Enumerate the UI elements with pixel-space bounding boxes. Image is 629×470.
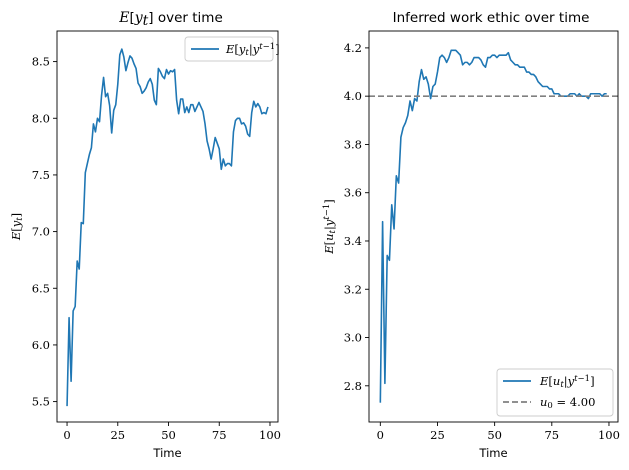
left-legend-label: E[yt|yt−1]	[225, 42, 280, 58]
left-series-layer	[66, 48, 269, 407]
right-y-tick-label: 4.0	[344, 89, 362, 103]
left-y-axis-label: E[yt]	[9, 213, 25, 241]
left-legend-box	[184, 36, 274, 62]
right-y-tick-label: 3.6	[344, 186, 362, 200]
left-x-tick-label: 100	[259, 428, 281, 442]
right-legend: E[ut|yt−1] u0 = 4.00	[496, 368, 614, 417]
left-y-tick-label: 7.5	[32, 168, 50, 182]
right-y-tick-label: 3.0	[344, 331, 362, 345]
right-chart: Inferred work ethic over time 0 25 50 75 100…	[322, 10, 620, 460]
left-x-tick-label: 50	[161, 428, 176, 442]
left-plot-frame	[56, 30, 279, 423]
left-legend: E[yt|yt−1]	[184, 36, 280, 62]
left-x-tick-label: 25	[110, 428, 125, 442]
left-chart: E[yt] over time 0 25 50 75 100 5.5 6.0 6.5 7.0 7.…	[9, 10, 281, 460]
right-series-line-0	[379, 49, 607, 403]
left-axis-ticks: 0 25 50 75 100 5.5 6.0 6.5 7.0 7.5 8.0 8.5	[32, 55, 281, 442]
right-x-tick-label: 100	[598, 428, 620, 442]
right-y-tick-label: 2.8	[344, 379, 362, 393]
left-y-tick-label: 8.5	[32, 55, 50, 69]
right-legend-label-mean: E[ut|yt−1]	[539, 374, 595, 390]
right-y-axis-label: E[ut|yt−1]	[322, 199, 338, 255]
left-chart-title: E[yt] over time	[118, 10, 223, 29]
right-axis-ticks: 0 25 50 75 100 2.8 3.0 3.2 3.4 3.6 3.8 4.0 4.2	[344, 41, 620, 442]
left-x-tick-label: 0	[63, 428, 70, 442]
right-y-tick-label: 3.2	[344, 282, 362, 296]
left-x-axis-label: Time	[152, 446, 181, 460]
right-x-tick-label: 25	[430, 428, 445, 442]
right-chart-title: Inferred work ethic over time	[393, 10, 590, 26]
right-x-tick-label: 75	[544, 428, 559, 442]
right-series-layer	[369, 49, 618, 403]
left-y-tick-label: 8.0	[32, 111, 50, 125]
right-x-tick-label: 50	[487, 428, 502, 442]
left-y-tick-label: 7.0	[32, 225, 50, 239]
right-y-tick-label: 3.4	[344, 234, 362, 248]
left-y-tick-label: 6.0	[32, 338, 50, 352]
right-legend-label-u0: u0 = 4.00	[540, 395, 595, 411]
right-y-tick-label: 3.8	[344, 137, 362, 151]
left-series-line-0	[66, 48, 269, 407]
right-plot-frame	[368, 30, 619, 423]
right-x-tick-label: 0	[377, 428, 384, 442]
right-x-axis-label: Time	[478, 446, 507, 460]
right-y-tick-label: 4.2	[344, 41, 362, 55]
left-y-tick-label: 5.5	[32, 395, 50, 409]
left-y-tick-label: 6.5	[32, 281, 50, 295]
left-x-tick-label: 75	[212, 428, 227, 442]
